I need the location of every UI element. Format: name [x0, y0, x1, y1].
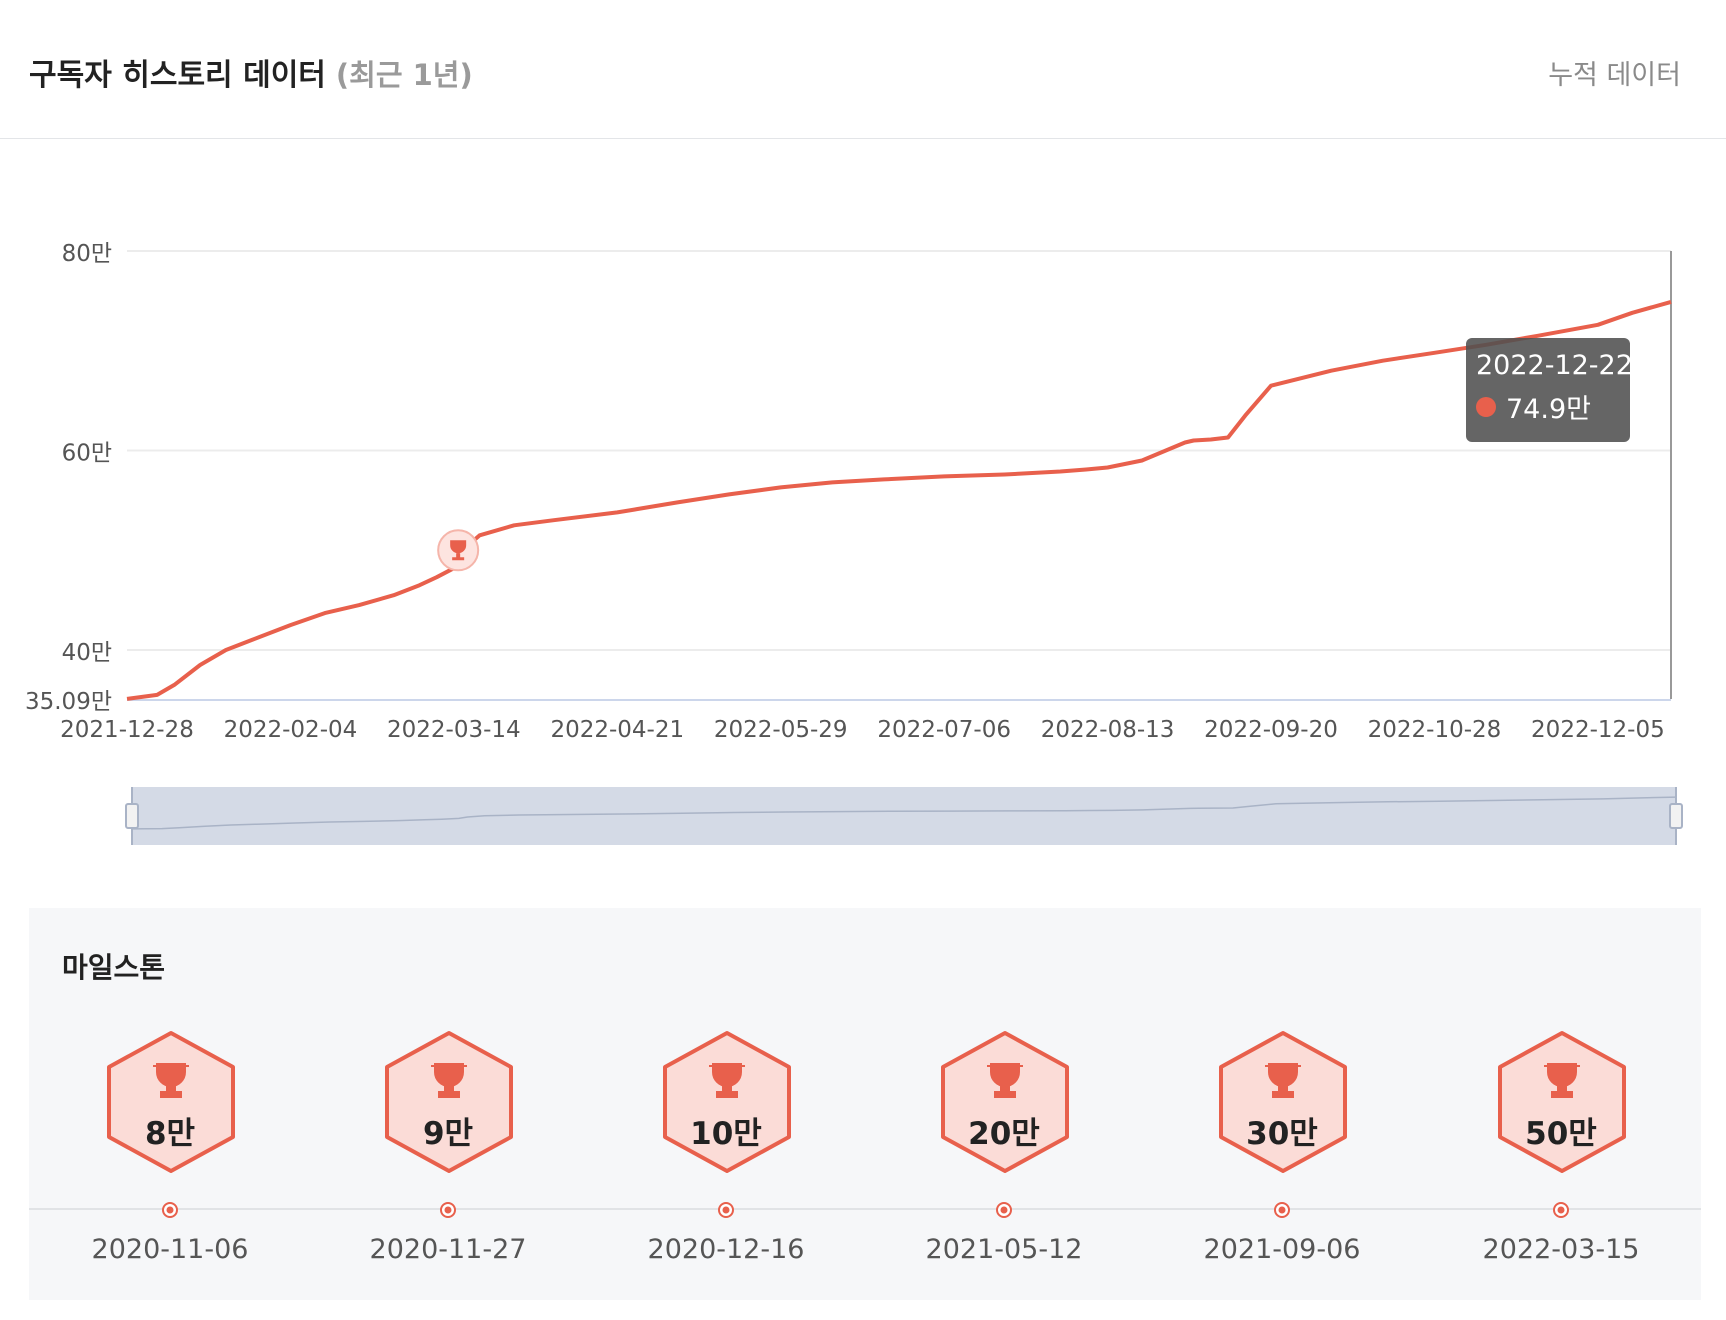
milestone-hexagon-icon	[107, 1031, 235, 1173]
y-tick-label: 80만	[62, 241, 112, 267]
x-tick-label: 2022-08-13	[1041, 717, 1175, 743]
milestone-date: 2021-09-06	[1203, 1234, 1361, 1265]
page-title: 구독자 히스토리 데이터 (최근 1년)	[29, 50, 473, 94]
milestone-hexagon-icon	[1219, 1031, 1347, 1173]
milestone-label: 30만	[1246, 1116, 1318, 1152]
x-tick-label: 2022-12-05	[1531, 717, 1665, 743]
navigator-handle-right[interactable]	[1669, 803, 1683, 829]
milestone-hexagon-icon	[1498, 1031, 1626, 1173]
cumulative-data-link[interactable]: 누적 데이터	[1548, 60, 1681, 91]
x-tick-label: 2022-05-29	[714, 717, 848, 743]
page-header: 구독자 히스토리 데이터 (최근 1년) 누적 데이터	[0, 0, 1726, 139]
subscriber-line-chart: 35.09만 40만 60만 80만 2021-12-28 2022-02-04 2022…	[25, 241, 1683, 845]
milestones-title: 마일스톤	[62, 951, 166, 984]
y-tick-label: 40만	[62, 640, 112, 666]
milestone-point-icon	[996, 1202, 1012, 1218]
milestone-date: 2021-05-12	[925, 1234, 1083, 1265]
milestone-label: 9만	[422, 1116, 474, 1152]
milestone-hexagon-icon	[663, 1031, 791, 1173]
title-text: 구독자 히스토리 데이터	[29, 58, 326, 93]
x-tick-label: 2022-10-28	[1368, 717, 1502, 743]
tooltip-value: 74.9만	[1506, 394, 1591, 425]
x-tick-label: 2022-04-21	[550, 717, 684, 743]
milestone-label: 20만	[968, 1116, 1040, 1152]
milestone-date: 2022-03-15	[1482, 1234, 1640, 1265]
x-axis-ticks: 2021-12-28 2022-02-04 2022-03-14 2022-04-21…	[60, 717, 1665, 743]
navigator-handle-left[interactable]	[125, 803, 139, 829]
milestone-label: 8만	[144, 1116, 196, 1152]
x-tick-label: 2022-09-20	[1204, 717, 1338, 743]
trophy-shape	[450, 540, 467, 561]
navigator-selection[interactable]	[132, 787, 1676, 845]
milestone-timeline	[29, 1208, 1701, 1210]
milestone-hexagon-icon	[941, 1031, 1069, 1173]
milestone-point-icon	[1553, 1202, 1569, 1218]
y-tick-label: 60만	[62, 441, 112, 467]
y-axis-ticks: 35.09만 40만 60만 80만	[25, 241, 112, 715]
title-period: (최근 1년)	[335, 58, 473, 92]
milestone-date: 2020-11-27	[369, 1234, 527, 1265]
chart-grid	[127, 250, 1671, 652]
milestone-label: 10만	[690, 1116, 762, 1152]
chart-tooltip: 2022-12-22 74.9만	[1466, 338, 1633, 442]
x-tick-label: 2021-12-28	[60, 717, 194, 743]
milestone-hexagon-icon	[385, 1031, 513, 1173]
milestone-label: 50만	[1525, 1116, 1597, 1152]
tooltip-date: 2022-12-22	[1476, 350, 1633, 381]
milestone-point-icon	[162, 1202, 178, 1218]
x-tick-label: 2022-03-14	[387, 717, 521, 743]
milestone-point-icon	[1274, 1202, 1290, 1218]
trophy-marker-icon[interactable]	[437, 529, 480, 572]
milestone-point-icon	[718, 1202, 734, 1218]
subscriber-series-line[interactable]	[126, 299, 1672, 701]
x-tick-label: 2022-02-04	[224, 717, 358, 743]
y-tick-label: 35.09만	[25, 689, 112, 715]
milestone-date: 2020-12-16	[647, 1234, 805, 1265]
range-navigator[interactable]	[125, 787, 1683, 845]
milestones-panel: 마일스톤 8만 2020-11-06 9만 2020-11-27 10만 2020-12-…	[29, 908, 1701, 1300]
milestone-date: 2020-11-06	[91, 1234, 249, 1265]
tooltip-value-row: 74.9만	[1476, 387, 1620, 426]
milestone-point-icon	[440, 1202, 456, 1218]
x-tick-label: 2022-07-06	[877, 717, 1011, 743]
navigator-series	[131, 796, 1677, 830]
series-dot-icon	[1476, 396, 1496, 417]
